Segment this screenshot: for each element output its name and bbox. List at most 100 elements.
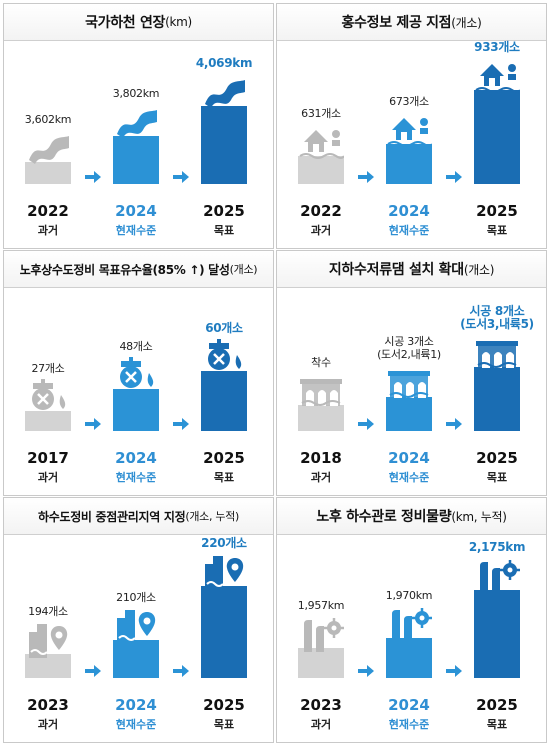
tick-label-year: 2024 [115,449,157,467]
dam-icon [386,365,432,401]
chart-title: 노후상수도정비 목표유수율(85% ↑) 달성 [19,262,230,277]
chart-title: 국가하천 연장 [85,15,166,31]
panel-title: 홍수정보 제공 지점 (개소) [277,4,546,41]
chart-unit: (km) [165,15,192,29]
tick-label-year: 2023 [27,696,69,714]
chart-title: 지하수저류댐 설치 확대 [328,262,464,278]
data-label: 27개소 [4,362,93,375]
tick-label-year: 2024 [388,202,430,220]
data-label: 631개소 [277,107,366,120]
tick-label-status: 목표 [486,224,508,237]
tick-label-status: 현재수준 [388,224,430,237]
tick-label-year: 2025 [203,449,245,467]
tick-label-year: 2024 [115,696,157,714]
data-label-line: (도서2,내륙1) [377,348,441,361]
bar [474,90,520,184]
chart-panel: 노후상수도정비 목표유수율(85% ↑) 달성 (개소) 27개소 2017 과거 4… [3,250,274,496]
bar [474,590,520,678]
data-label: 2,175km [452,541,542,554]
data-label: 60개소 [179,322,269,335]
data-label: 1,970km [364,589,454,602]
tick-label-year: 2025 [203,202,245,220]
chart-title: 노후 하수관로 정비물량 [316,509,452,525]
panel-title: 하수도정비 중점관리지역 지정 (개소, 누적) [4,498,273,535]
data-label-line: 220개소 [201,536,247,550]
panel-title: 지하수저류댐 설치 확대 (개소) [277,251,546,288]
arrow-icon [446,415,462,430]
data-label: 3,602km [4,113,93,126]
tick-label-status: 과거 [37,224,59,237]
data-label-line: 시공 3개소 [384,335,434,348]
chart-title: 하수도정비 중점관리지역 지정 [37,509,186,524]
tick-label-status: 목표 [486,718,508,731]
bar [113,136,159,184]
pipe-gear-icon [298,616,344,652]
tick-label-status: 과거 [310,471,332,484]
data-label-line: 3,602km [24,113,72,126]
sewer-pin-icon [201,554,247,590]
tick-label-status: 목표 [486,471,508,484]
data-label: 673개소 [364,95,454,108]
panel-title: 노후 하수관로 정비물량 (km, 누적) [277,498,546,535]
bar [25,411,71,431]
data-label-line: 착수 [311,356,331,369]
bar [113,640,159,678]
bar [298,648,344,678]
arrow-icon [85,662,101,677]
tick-label-year: 2025 [476,696,518,714]
tick-label-year: 2025 [203,696,245,714]
bar [474,367,520,431]
data-label: 210개소 [91,591,181,604]
chart-unit: (개소, 누적) [185,510,240,523]
data-label-line: 3,802km [112,87,160,100]
panel-title: 노후상수도정비 목표유수율(85% ↑) 달성 (개소) [4,251,273,288]
data-label: 1,957km [277,599,366,612]
tick-label-year: 2022 [27,202,69,220]
tick-label-status: 현재수준 [115,718,157,731]
data-label-line: 48개소 [119,340,153,353]
data-label-line: 27개소 [31,362,65,375]
chart-unit: (km, 누적) [451,509,507,524]
house-flood-icon [474,58,521,94]
tick-label-year: 2025 [476,202,518,220]
arrow-icon [358,415,374,430]
data-label-line: 4,069km [195,56,253,70]
tick-label-status: 현재수준 [388,718,430,731]
data-label-line: 194개소 [28,605,68,618]
data-label: 48개소 [91,340,181,353]
bar [298,156,344,184]
bar [386,397,432,431]
tick-label-year: 2022 [300,202,342,220]
tick-label-status: 과거 [37,718,59,731]
bar [298,405,344,431]
tick-label-year: 2023 [300,696,342,714]
tick-label-year: 2018 [300,449,342,467]
arrow-icon [173,662,189,677]
data-label-line: 2,175km [468,540,526,554]
bar [386,144,432,184]
tick-label-status: 현재수준 [115,471,157,484]
data-label: 933개소 [452,41,542,54]
tick-label-year: 2025 [476,449,518,467]
arrow-icon [173,415,189,430]
bar [25,654,71,678]
dam-icon [298,373,344,409]
data-label-line: 933개소 [474,40,520,54]
tick-label-year: 2024 [388,696,430,714]
pipe-gear-icon [386,606,432,642]
tick-label-status: 과거 [310,224,332,237]
chart-panel: 지하수저류댐 설치 확대 (개소) 착수 2018 과거 시공 3개소 (도서2,내륙1… [276,250,547,496]
data-label: 220개소 [179,537,269,550]
tick-label-year: 2024 [388,449,430,467]
arrow-icon [85,415,101,430]
dam-icon [474,335,520,371]
data-label-line: 673개소 [389,95,429,108]
river-icon [25,130,71,166]
data-label: 4,069km [179,57,269,70]
chart-title: 홍수정보 제공 지점 [341,15,452,31]
chart-unit: (개소) [451,15,482,30]
tick-label-status: 목표 [213,224,235,237]
data-label: 194개소 [4,605,93,618]
tick-label-status: 과거 [37,471,59,484]
house-flood-icon [298,124,345,160]
